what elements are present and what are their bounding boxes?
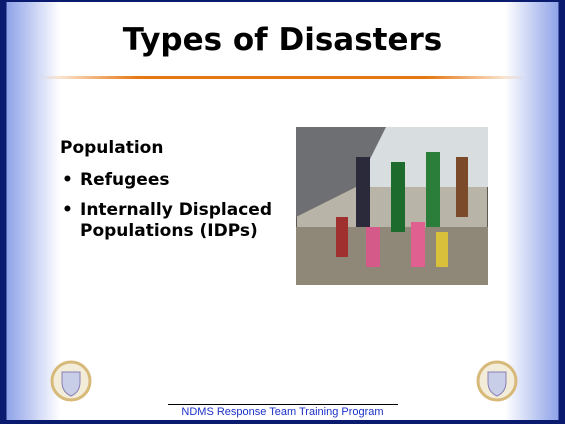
bullet: Refugees bbox=[60, 170, 280, 191]
footer-rule bbox=[168, 404, 398, 405]
footer: NDMS Response Team Training Program bbox=[0, 406, 565, 418]
photo bbox=[296, 127, 488, 285]
slide: Types of Disasters Population Refugees I… bbox=[0, 0, 565, 424]
border-bottom bbox=[0, 420, 565, 424]
heading: Population bbox=[60, 138, 163, 158]
bullet-list: Refugees Internally Displaced Population… bbox=[60, 170, 280, 251]
title-rule bbox=[40, 76, 525, 79]
logo-right bbox=[476, 358, 518, 404]
slide-title: Types of Disasters bbox=[0, 22, 565, 58]
bullet: Internally Displaced Populations (IDPs) bbox=[60, 200, 280, 242]
logo-left bbox=[50, 358, 92, 404]
border-top bbox=[0, 0, 565, 2]
